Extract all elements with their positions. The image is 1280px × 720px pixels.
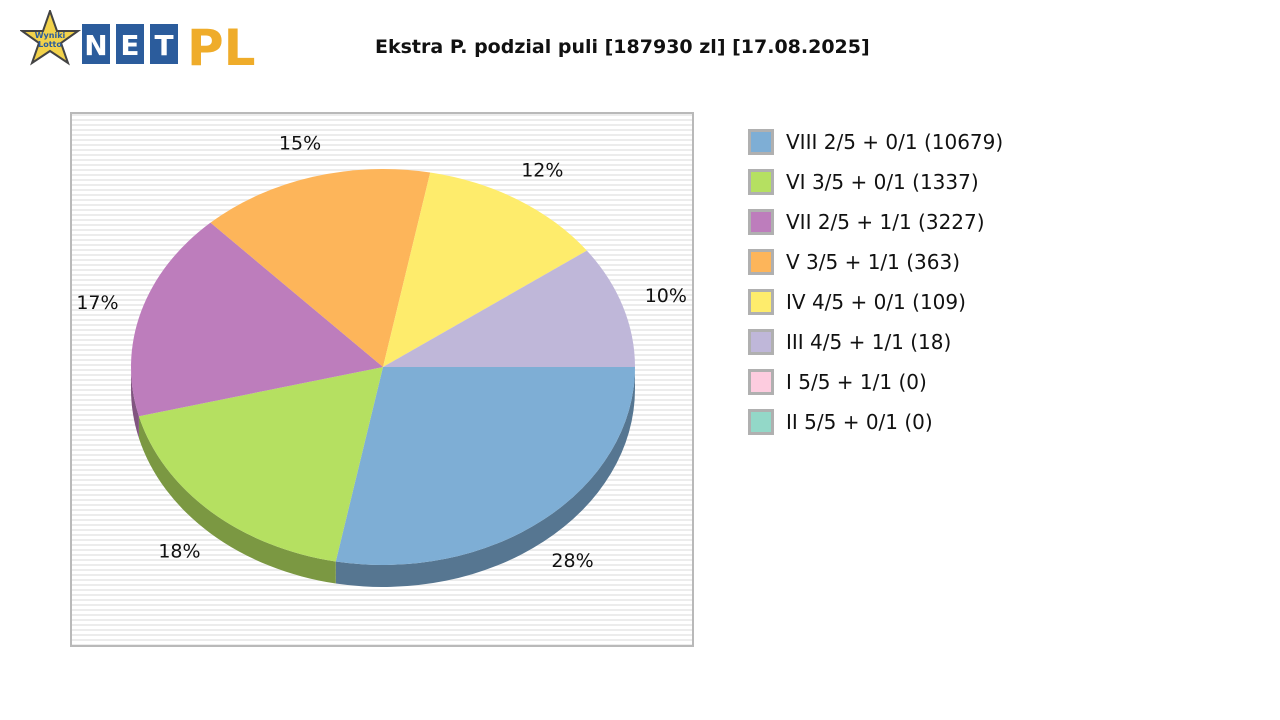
pie-slice-iv-4-5-0-1-109 — [383, 172, 587, 367]
legend-item-v-3-5-1-1-363: V 3/5 + 1/1 (363) — [748, 242, 1003, 282]
logo-letter-n: N — [84, 29, 107, 62]
pie-slice-vii-2-5-1-1-3227 — [131, 222, 383, 417]
legend-item-vii-2-5-1-1-3227: VII 2/5 + 1/1 (3227) — [748, 202, 1003, 242]
legend-label: V 3/5 + 1/1 (363) — [786, 250, 961, 274]
legend-item-vi-3-5-0-1-1337: VI 3/5 + 0/1 (1337) — [748, 162, 1003, 202]
pie-slice-vi-3-5-0-1-1337 — [138, 367, 383, 562]
legend-label: VIII 2/5 + 0/1 (10679) — [786, 130, 1004, 154]
legend-swatch — [748, 329, 774, 355]
pie-slice-viii-2-5-0-1-10679 — [335, 367, 635, 565]
pie-slice-depth-vi-3-5-0-1-1337 — [138, 416, 336, 584]
pie-label-iii-4-5-1-1-18: 10% — [645, 285, 687, 307]
legend-label: VII 2/5 + 1/1 (3227) — [786, 210, 985, 234]
pie-label-v-3-5-1-1-363: 15% — [279, 133, 321, 155]
legend-item-i-5-5-1-1-0: I 5/5 + 1/1 (0) — [748, 362, 1003, 402]
legend-swatch — [748, 209, 774, 235]
pie-label-iv-4-5-0-1-109: 12% — [521, 160, 563, 182]
logo-letter-t: T — [154, 29, 173, 62]
legend-swatch — [748, 409, 774, 435]
pie-label-vi-3-5-0-1-1337: 18% — [158, 541, 200, 563]
legend-swatch — [748, 289, 774, 315]
pie-label-viii-2-5-0-1-10679: 28% — [551, 550, 593, 572]
pie-label-vii-2-5-1-1-3227: 17% — [76, 292, 118, 314]
legend-item-iii-4-5-1-1-18: III 4/5 + 1/1 (18) — [748, 322, 1003, 362]
logo-tile-t — [150, 24, 178, 64]
legend-swatch — [748, 369, 774, 395]
logo-star-text-2: Lotto — [38, 40, 62, 49]
legend-item-ii-5-5-0-1-0: II 5/5 + 0/1 (0) — [748, 402, 1003, 442]
legend-swatch — [748, 249, 774, 275]
legend-item-iv-4-5-0-1-109: IV 4/5 + 0/1 (109) — [748, 282, 1003, 322]
legend-label: IV 4/5 + 0/1 (109) — [786, 290, 966, 314]
logo-tile-n — [82, 24, 110, 64]
legend-label: III 4/5 + 1/1 (18) — [786, 330, 952, 354]
pie-slice-iii-4-5-1-1-18 — [383, 250, 635, 367]
legend-swatch — [748, 129, 774, 155]
legend-label: I 5/5 + 1/1 (0) — [786, 370, 927, 394]
pie-slice-depth-vii-2-5-1-1-3227 — [131, 367, 139, 439]
legend-label: VI 3/5 + 0/1 (1337) — [786, 170, 979, 194]
logo-tile-e — [116, 24, 144, 64]
logo-star — [18, 7, 82, 66]
chart-legend: VIII 2/5 + 0/1 (10679) VI 3/5 + 0/1 (1337… — [748, 122, 1003, 442]
site-logo[interactable]: Wyniki Lotto N E T PL — [18, 7, 265, 77]
pie-slices-group — [131, 169, 635, 565]
pie-depth-group — [131, 367, 636, 587]
legend-swatch — [748, 169, 774, 195]
chart-title: Ekstra P. podzial puli [187930 zl] [17.0… — [375, 36, 870, 58]
pie-labels-group: 28% 18% 17% 15% 12% 10% — [76, 133, 687, 573]
logo-pl: PL — [187, 19, 256, 72]
logo-star-text-1: Wyniki — [35, 31, 66, 40]
pie-slice-depth-viii-2-5-0-1-10679 — [335, 367, 636, 587]
pie-slice-v-3-5-1-1-363 — [210, 169, 431, 367]
legend-label: II 5/5 + 0/1 (0) — [786, 410, 933, 434]
logo-letter-e: E — [120, 29, 139, 62]
legend-item-viii-2-5-0-1-10679: VIII 2/5 + 0/1 (10679) — [748, 122, 1003, 162]
logo-graphic: Wyniki Lotto N E T PL — [18, 7, 256, 77]
